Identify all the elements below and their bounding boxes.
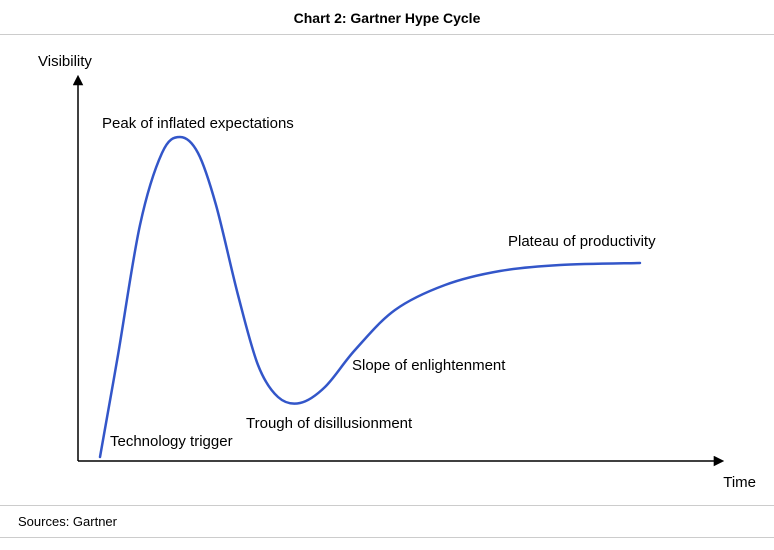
annotation-tech-trigger: Technology trigger (110, 433, 233, 450)
sources-footer: Sources: Gartner (0, 505, 774, 537)
chart-title: Chart 2: Gartner Hype Cycle (0, 0, 774, 35)
annotation-slope: Slope of enlightenment (352, 357, 505, 374)
annotation-trough: Trough of disillusionment (246, 415, 412, 432)
annotation-plateau: Plateau of productivity (508, 233, 656, 250)
footer-rule (0, 537, 774, 538)
x-axis-label: Time (723, 474, 756, 491)
annotation-peak-inflated: Peak of inflated expectations (102, 115, 294, 132)
chart-area: Visibility Time Technology trigger Peak … (0, 35, 774, 505)
y-axis-label: Visibility (38, 53, 92, 70)
